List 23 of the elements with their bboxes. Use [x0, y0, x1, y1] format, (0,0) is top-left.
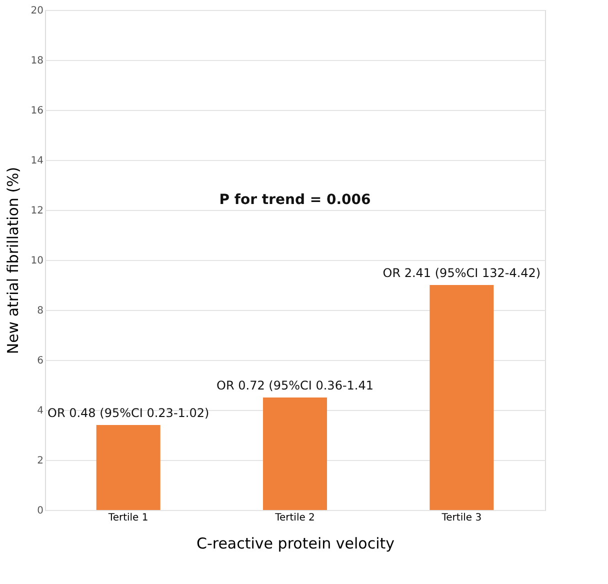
- y-tick-label: 16: [30, 106, 44, 116]
- x-axis-title: C-reactive protein velocity: [196, 534, 395, 552]
- x-tick-label: Tertile 3: [440, 512, 482, 524]
- annotation: OR 0.48 (95%CI 0.23-1.02): [47, 406, 210, 420]
- y-tick-label: 20: [30, 6, 44, 16]
- y-tick-label: 0: [37, 506, 44, 516]
- bar: [430, 285, 494, 510]
- x-tick-label: Tertile 2: [274, 512, 315, 524]
- x-tick-label: Tertile 1: [107, 512, 148, 524]
- y-tick-label: 4: [37, 406, 44, 416]
- y-tick-label: 14: [30, 156, 44, 166]
- y-tick-label: 8: [37, 306, 44, 316]
- y-tick-label: 2: [37, 456, 44, 466]
- annotation: OR 0.72 (95%CI 0.36-1.41: [216, 378, 374, 392]
- y-tick-label: 10: [30, 256, 44, 266]
- annotation: P for trend = 0.006: [219, 192, 371, 208]
- y-tick-label: 6: [37, 356, 44, 366]
- bar: [96, 425, 160, 510]
- y-axis-title: New atrial fibrillation (%): [4, 166, 22, 354]
- annotation: OR 2.41 (95%CI 132-4.42): [382, 266, 541, 280]
- y-tick-label: 12: [30, 206, 44, 216]
- bar: [263, 398, 327, 510]
- y-tick-label: 18: [30, 56, 44, 66]
